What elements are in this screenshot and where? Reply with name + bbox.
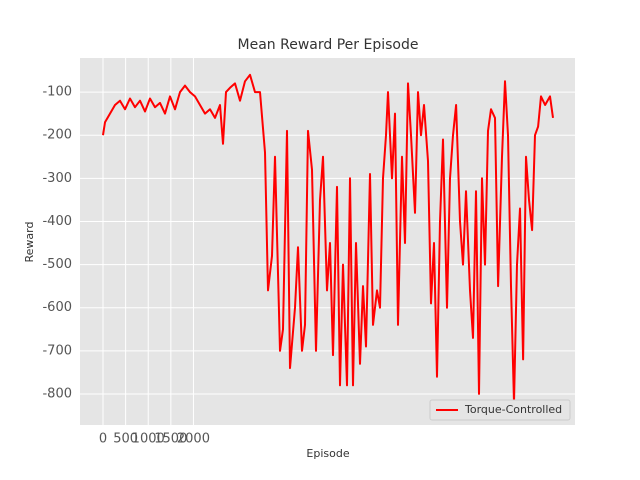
y-tick-label: -800 xyxy=(42,386,72,401)
x-tick-label: 500 xyxy=(113,432,138,447)
legend-label: Torque-Controlled xyxy=(464,403,562,416)
y-tick-label: -500 xyxy=(42,257,72,272)
y-tick-label: -700 xyxy=(42,343,72,358)
y-tick-label: -300 xyxy=(42,171,72,186)
y-tick-label: -200 xyxy=(42,128,72,143)
y-tick-label: -400 xyxy=(42,214,72,229)
y-axis-label: Reward xyxy=(23,222,36,263)
x-tick-label: 2000 xyxy=(177,432,210,447)
data-line xyxy=(102,73,554,404)
x-tick-label: 0 xyxy=(99,432,107,447)
x-tick-label: 1500 xyxy=(154,432,187,447)
legend-box xyxy=(429,399,571,421)
chart-title: Mean Reward Per Episode xyxy=(238,37,419,53)
plot-area xyxy=(80,58,575,425)
x-axis-label: Episode xyxy=(306,447,349,460)
y-tick-label: -600 xyxy=(42,300,72,315)
x-tick-label: 1000 xyxy=(132,432,165,447)
y-tick-label: -100 xyxy=(42,85,72,100)
